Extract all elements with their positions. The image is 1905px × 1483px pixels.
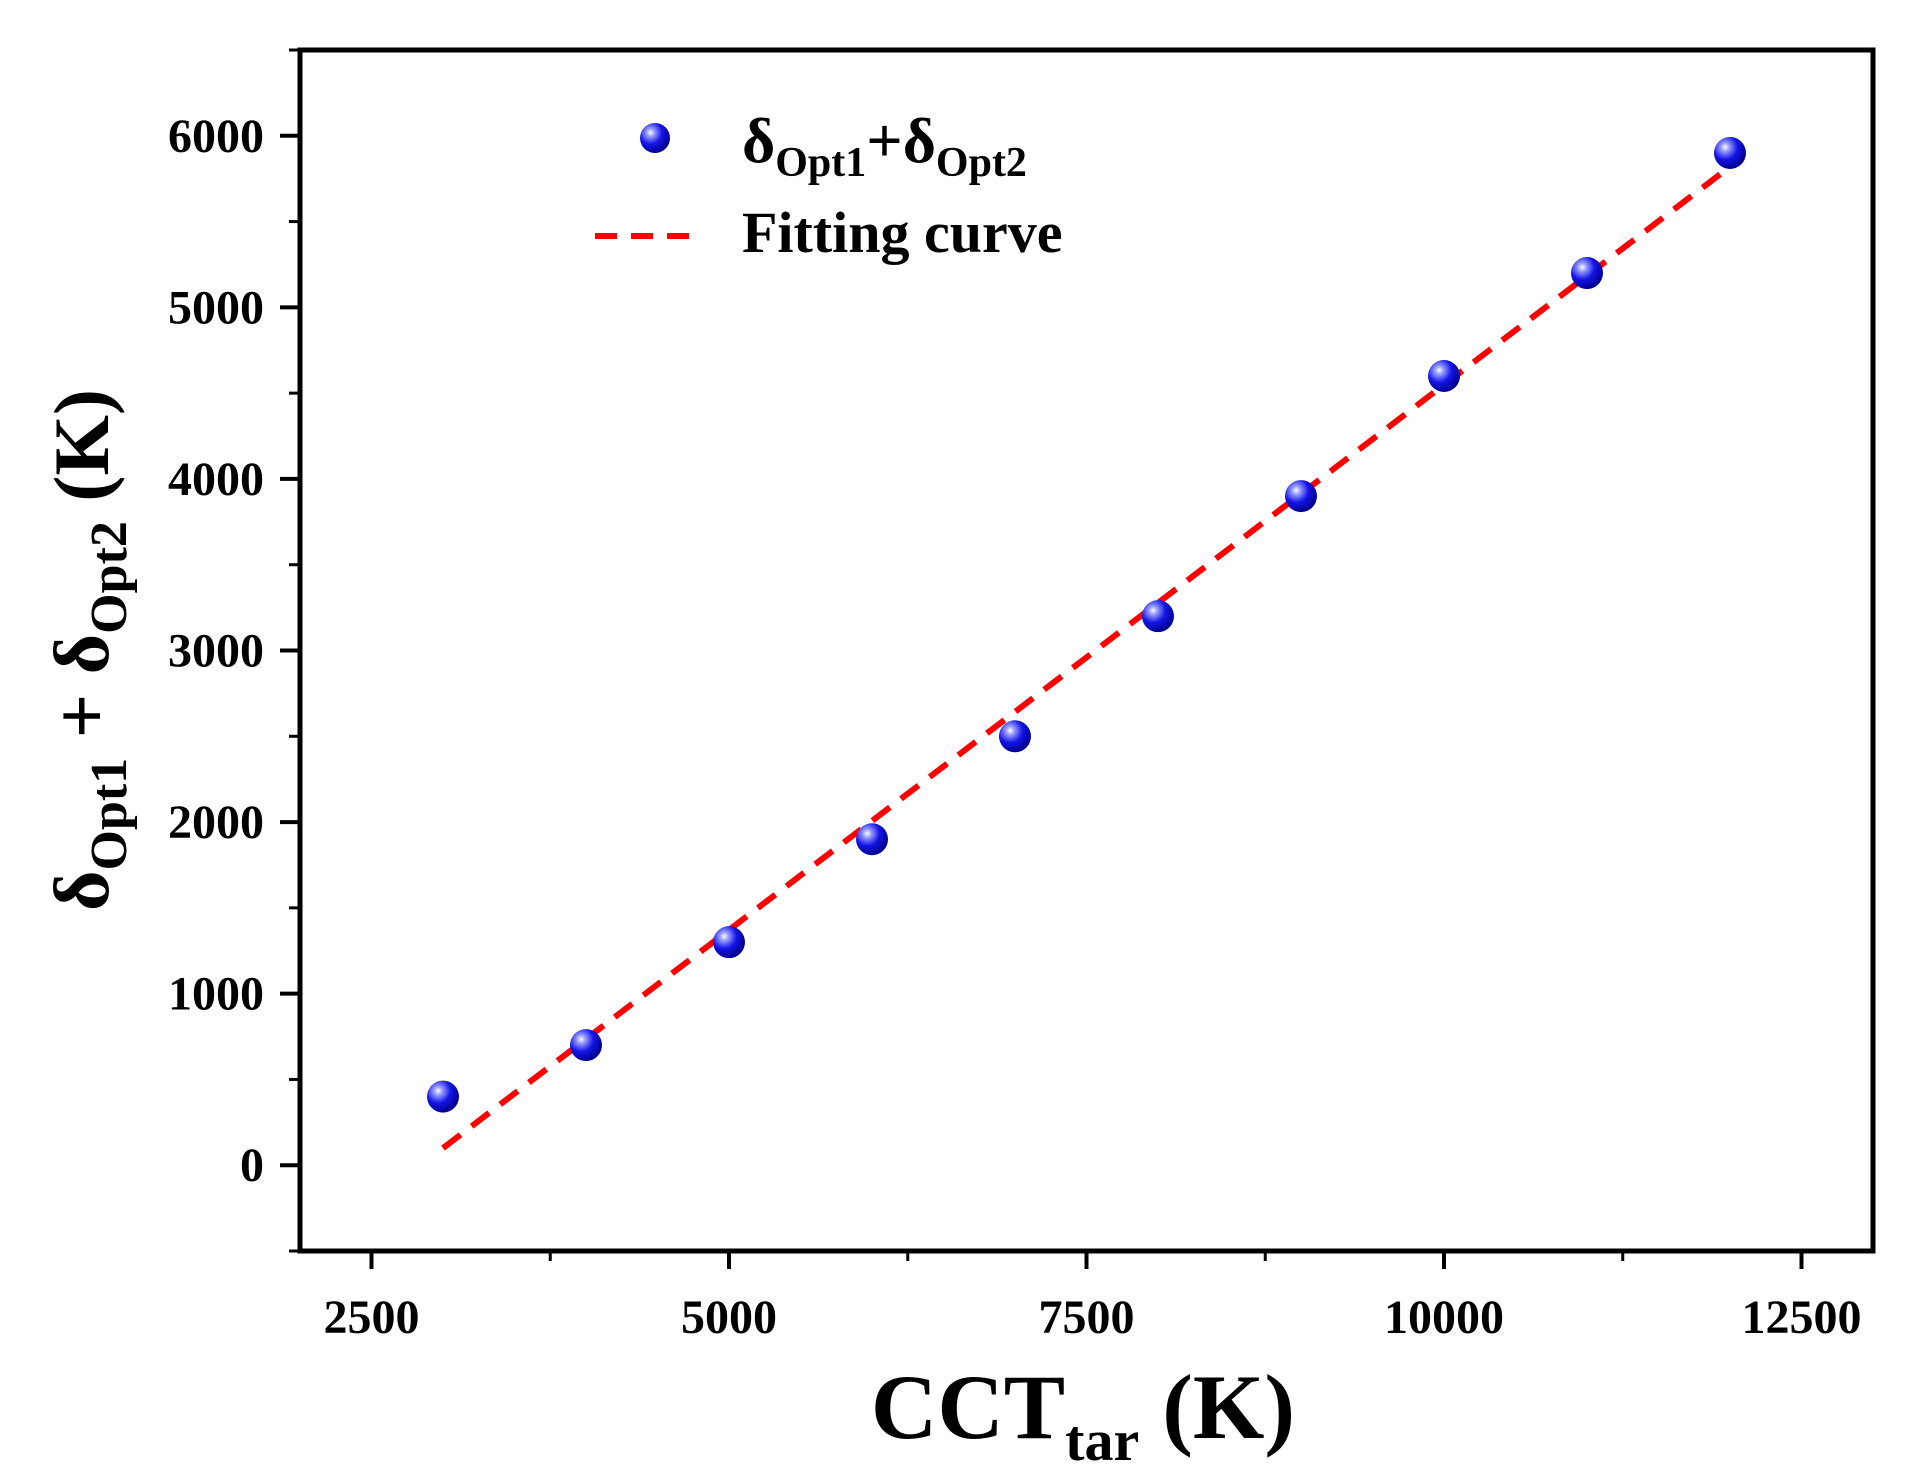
legend-label-scatter: δOpt1+δOpt2 bbox=[742, 105, 1027, 186]
fitting-curve-line bbox=[441, 164, 1732, 1151]
data-point bbox=[427, 1080, 459, 1113]
legend-label-fit: Fitting curve bbox=[742, 200, 1063, 265]
y-tick-label: 5000 bbox=[168, 281, 264, 334]
y-axis-ticks: 0 1000 2000 3000 4000 5000 6000 bbox=[168, 48, 300, 1253]
data-point bbox=[1142, 600, 1174, 633]
y-tick-label: 0 bbox=[240, 1139, 264, 1192]
fitting-curve-layer bbox=[441, 164, 1732, 1151]
legend-marker-scatter bbox=[640, 123, 670, 153]
x-tick-label: 5000 bbox=[681, 1291, 777, 1344]
x-tick-label: 12500 bbox=[1742, 1291, 1862, 1344]
y-tick-label: 3000 bbox=[168, 625, 264, 678]
y-tick-label: 4000 bbox=[168, 453, 264, 506]
data-point bbox=[1571, 257, 1603, 290]
data-point bbox=[570, 1029, 602, 1062]
x-axis-ticks: 2500 5000 7500 10000 12500 bbox=[324, 1251, 1862, 1344]
data-point bbox=[1714, 136, 1746, 169]
y-axis-title: δOpt1 + δOpt2 (K) bbox=[38, 389, 138, 911]
data-point bbox=[713, 926, 745, 959]
data-point bbox=[1428, 359, 1460, 392]
x-axis-title: CCTtar (K) bbox=[871, 1356, 1295, 1473]
x-tick-label: 2500 bbox=[324, 1291, 420, 1344]
y-tick-label: 6000 bbox=[168, 110, 264, 163]
y-tick-label: 2000 bbox=[168, 796, 264, 849]
data-point bbox=[1285, 480, 1317, 513]
x-tick-label: 10000 bbox=[1384, 1291, 1504, 1344]
scatter-points-layer bbox=[427, 136, 1746, 1113]
data-point bbox=[999, 720, 1031, 753]
x-tick-label: 7500 bbox=[1039, 1291, 1135, 1344]
y-tick-label: 1000 bbox=[168, 968, 264, 1021]
plot-frame bbox=[297, 47, 1876, 1254]
legend: δOpt1+δOpt2 Fitting curve bbox=[595, 105, 1063, 265]
data-point bbox=[856, 823, 888, 856]
